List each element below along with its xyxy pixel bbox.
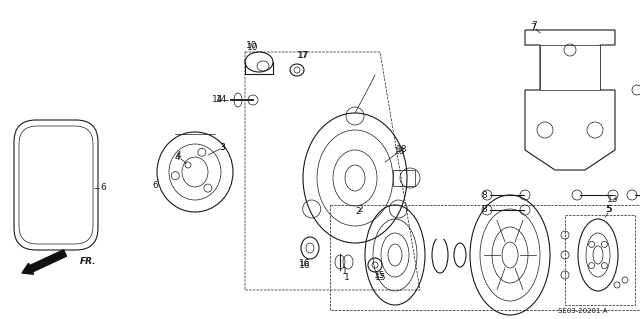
Text: 2: 2 (357, 205, 363, 214)
Text: 17: 17 (298, 50, 310, 60)
Text: 1: 1 (344, 273, 350, 283)
Text: 15: 15 (375, 273, 387, 283)
Text: 16: 16 (300, 258, 311, 268)
Text: 14: 14 (216, 95, 228, 105)
Text: 4: 4 (174, 152, 180, 161)
Text: 16: 16 (300, 261, 311, 270)
Text: SE03-20201 A: SE03-20201 A (559, 308, 608, 314)
Text: FR.: FR. (80, 257, 97, 266)
FancyArrow shape (22, 250, 67, 274)
Text: 10: 10 (246, 41, 258, 50)
Bar (393, 170, 415, 186)
Text: 6: 6 (152, 182, 158, 190)
Text: 8: 8 (481, 205, 487, 214)
Text: 7: 7 (530, 23, 536, 32)
Text: 3: 3 (219, 143, 225, 152)
Text: 14: 14 (212, 95, 224, 105)
Text: 5: 5 (605, 205, 611, 214)
Text: 10: 10 (247, 42, 259, 51)
Text: 1: 1 (342, 268, 348, 277)
Text: 3: 3 (219, 143, 225, 152)
Text: 7: 7 (531, 20, 537, 29)
Text: 4: 4 (175, 151, 181, 160)
Text: 5: 5 (606, 205, 612, 214)
Text: 13: 13 (607, 196, 619, 204)
Polygon shape (540, 45, 600, 90)
Text: 15: 15 (374, 271, 386, 280)
Text: 2: 2 (355, 207, 361, 217)
Text: 18: 18 (394, 147, 406, 157)
Text: 18: 18 (396, 145, 408, 154)
Text: 17: 17 (297, 51, 308, 61)
Text: 8: 8 (481, 190, 487, 199)
Bar (565, 215, 635, 305)
Text: 6: 6 (100, 183, 106, 192)
